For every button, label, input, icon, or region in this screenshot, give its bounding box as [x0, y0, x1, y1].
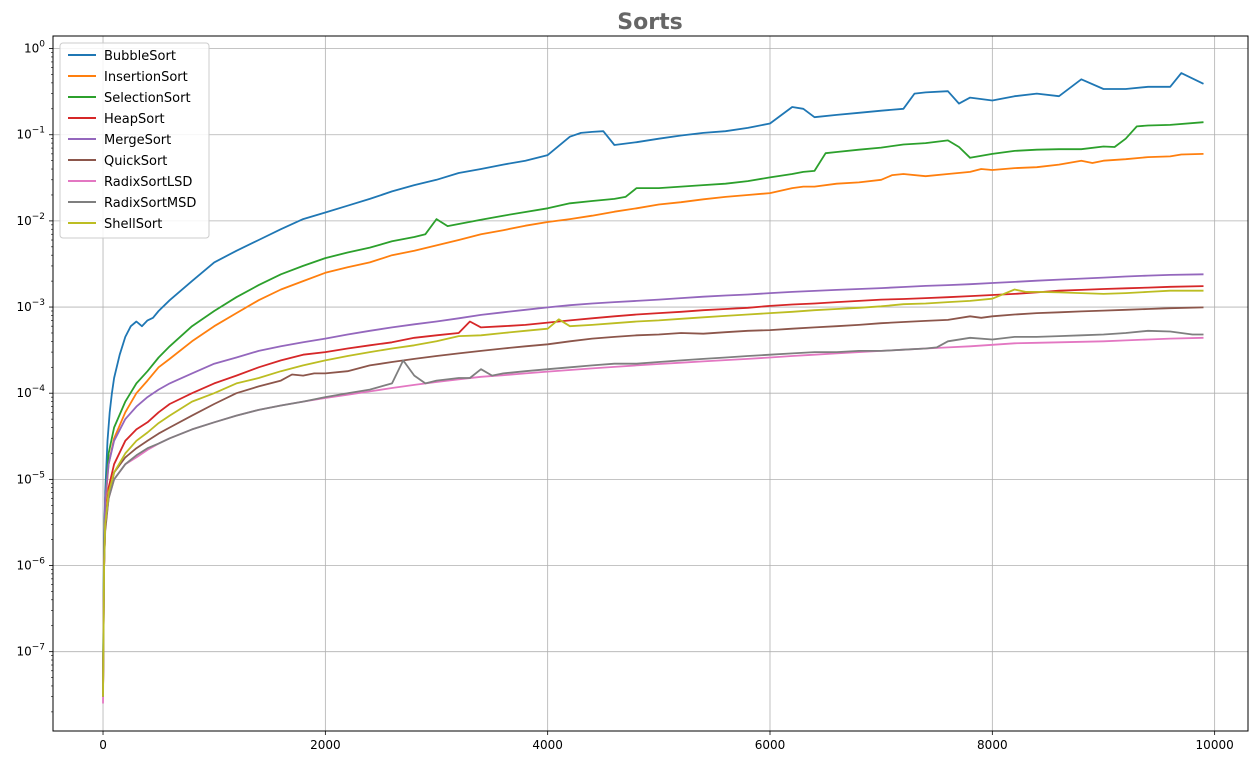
series-line-heapsort [102, 285, 1204, 697]
y-tick-exponent: −3 [32, 298, 45, 308]
y-tick-base: 10 [24, 42, 39, 56]
y-tick-label: 10−2 [16, 212, 45, 228]
chart-title: Sorts [617, 10, 682, 35]
y-tick-base: 10 [16, 559, 31, 573]
series-line-bubblesort [102, 72, 1204, 678]
y-tick-exponent: −7 [32, 643, 45, 653]
y-tick-exponent: −6 [32, 557, 46, 567]
y-tick-base: 10 [16, 128, 31, 142]
series-line-radixsortlsd [102, 336, 1204, 704]
legend-label: QuickSort [104, 154, 167, 169]
y-tick-base: 10 [16, 300, 31, 314]
y-tick-exponent: 0 [39, 40, 45, 50]
grid [53, 36, 1248, 731]
y-tick-exponent: −2 [32, 212, 45, 222]
plot-area [102, 72, 1204, 704]
y-tick-exponent: −5 [32, 470, 45, 480]
y-tick-label: 10−4 [16, 384, 45, 400]
legend-box [59, 42, 210, 239]
legend-label: BubbleSort [104, 49, 176, 64]
plot-frame [52, 35, 1249, 732]
y-tick-base: 10 [16, 214, 31, 228]
y-tick-base: 10 [16, 386, 31, 400]
y-tick-exponent: −1 [32, 126, 45, 136]
series-line-insertionsort [102, 153, 1204, 697]
y-minor-ticks [51, 52, 53, 713]
legend-label: ShellSort [104, 217, 162, 232]
y-tick-label: 10−3 [16, 298, 45, 314]
x-tick-label: 0 [99, 738, 107, 752]
y-tick-label: 100 [24, 40, 45, 56]
x-tick-label: 2000 [310, 738, 341, 752]
legend-label: InsertionSort [104, 70, 188, 85]
series-line-radixsortmsd [102, 329, 1204, 697]
legend-label: MergeSort [104, 133, 171, 148]
y-tick-base: 10 [16, 645, 31, 659]
y-tick-label: 10−5 [16, 470, 45, 486]
x-tick-label: 10000 [1196, 738, 1234, 752]
series-line-selectionsort [102, 121, 1204, 687]
y-tick-label: 10−7 [16, 643, 45, 659]
legend-label: RadixSortMSD [104, 196, 196, 211]
series-line-quicksort [102, 306, 1204, 697]
y-tick-exponent: −4 [32, 384, 46, 394]
x-tick-label: 6000 [755, 738, 786, 752]
series-line-mergesort [102, 273, 1204, 697]
legend-label: HeapSort [104, 112, 165, 127]
y-tick-base: 10 [16, 472, 31, 486]
legend-label: SelectionSort [104, 91, 191, 106]
x-tick-label: 8000 [977, 738, 1008, 752]
series-line-shellsort [102, 288, 1204, 697]
y-tick-label: 10−1 [16, 126, 45, 142]
axes: 0 2000 4000 6000 8000 1000010−710−610−510−410… [16, 40, 1233, 752]
y-tick-label: 10−6 [16, 557, 45, 573]
x-tick-label: 4000 [532, 738, 563, 752]
legend: BubbleSort InsertionSort SelectionSort Heap… [59, 42, 210, 239]
legend-label: RadixSortLSD [104, 175, 192, 190]
